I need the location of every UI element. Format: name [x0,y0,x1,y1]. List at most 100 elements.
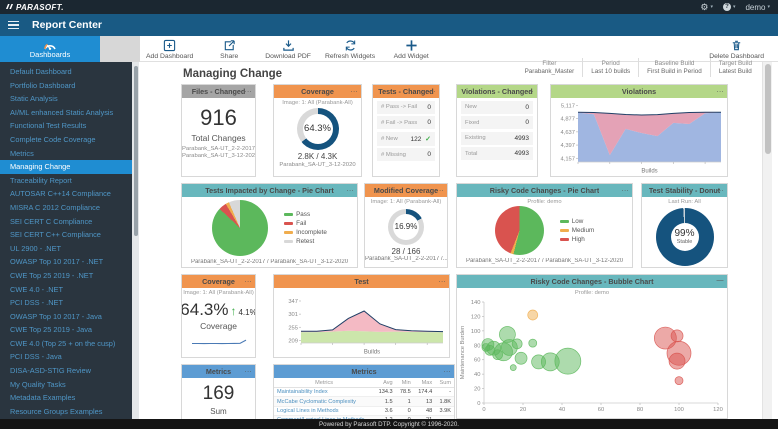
stat-row--pass-fail: # Pass -> Fail 0 [377,100,435,114]
widget-menu-icon[interactable]: ... [346,186,354,193]
sidebar-item-sei-cert-c-compliance[interactable]: SEI CERT C++ Compliance [10,230,101,240]
filter-baseline-build[interactable]: Baseline Build First Build in Period [638,58,710,77]
widget-menu-icon[interactable]: ... [716,87,724,94]
sidebar-item-disa-asd-stig-review[interactable]: DISA-ASD-STIG Review [10,366,91,376]
toolbar-button-label: Download PDF [265,52,311,60]
sidebar-item-portfolio-dashboard[interactable]: Portfolio Dashboard [10,80,76,90]
legend-label: Retest [296,238,315,245]
legend-item-medium[interactable]: Medium [559,227,594,234]
sidebar-item-resource-groups-examples[interactable]: Resource Groups Examples [10,406,103,416]
user-name: demo [745,2,766,12]
widget-menu-icon[interactable]: ... [244,87,252,94]
metrics-sum-value: 169 [202,383,235,404]
stat-label: Total [465,150,478,157]
filter-period[interactable]: Period Last 10 builds [582,58,638,77]
metric-name-link[interactable]: McCabe Cyclomatic Complexity [274,396,375,407]
widget-menu-icon[interactable]: ... [621,186,629,193]
toolbar-refresh-widgets-button[interactable]: Refresh Widgets [325,39,375,60]
sidebar-item-pci-dss-net[interactable]: PCI DSS - .NET [10,298,63,308]
widget-title: Test [354,277,369,286]
filter-target-build[interactable]: Target Build Latest Build [709,58,760,77]
tab-dashboards[interactable]: Dashboards [0,36,100,62]
svg-text:255: 255 [288,325,298,331]
sidebar-item-static-analysis[interactable]: Static Analysis [10,94,58,104]
help-menu[interactable]: ? ▾ [722,3,735,11]
legend-item-pass[interactable]: Pass [284,211,327,218]
stat-value: 0 [525,103,529,111]
widget-title: Tests - Changed [378,87,434,96]
sidebar-scrollbar-track[interactable] [132,62,139,429]
widget-violations-changed: Violations - Changed... New 0 Fixed 0 Existi… [456,84,538,177]
svg-text:40: 40 [559,407,565,413]
toolbar-button-label: Add Dashboard [146,52,194,60]
main-scrollbar-track[interactable] [762,62,772,419]
widget-menu-icon[interactable]: ... [244,277,252,284]
settings-menu[interactable]: ⚙ ▾ [700,2,713,12]
sidebar-item-cwe-top-25-2019-net[interactable]: CWE Top 25 2019 - .NET [10,270,94,280]
widget-menu-icon[interactable]: ... [716,186,724,193]
toolbar-add-dashboard-button[interactable]: Add Dashboard [146,39,193,60]
widget-menu-icon[interactable]: ... [443,367,451,374]
metrics-column-header: Metrics [274,379,375,388]
delete-dashboard-button[interactable]: Delete Dashboard [709,39,764,60]
footer-bar: Powered by Parasoft DTP. Copyright © 199… [0,419,778,429]
delete-dashboard-label: Delete Dashboard [709,53,764,60]
main-scrollbar-thumb[interactable] [764,64,771,154]
coverage-trend-percent: 64.3% [181,299,229,319]
filter-value: Parabank_Master [524,68,575,75]
sidebar-item-default-dashboard[interactable]: Default Dashboard [10,67,72,76]
sidebar-item-functional-test-results[interactable]: Functional Test Results [10,121,87,131]
tests-impacted-pie-chart [212,200,269,256]
sidebar-item-autosar-c-14-compliance[interactable]: AUTOSAR C++14 Compliance [10,189,111,199]
toolbar-add-widget-button[interactable]: Add Widget [389,39,433,60]
sidebar-item-my-quality-tasks[interactable]: My Quality Tasks [10,379,66,389]
sidebar-item-owasp-top-10-2017-net[interactable]: OWASP Top 10 2017 - .NET [10,257,104,267]
widget-menu-icon[interactable]: ... [438,277,446,284]
widget-title: Risky Code Changes - Pie Chart [489,186,600,195]
sidebar-item-owasp-top-10-2017-java[interactable]: OWASP Top 10 2017 - Java [10,311,102,321]
hamburger-menu-icon[interactable] [8,20,19,30]
sidebar-item-sei-cert-c-compliance[interactable]: SEI CERT C Compliance [10,216,93,226]
svg-text:60: 60 [474,357,480,363]
sidebar-scrollbar-thumb[interactable] [133,66,138,236]
sidebar-item-misra-c-2012-compliance[interactable]: MISRA C 2012 Compliance [10,202,100,212]
stat-value: 0 [427,103,431,111]
legend-item-retest[interactable]: Retest [284,238,327,245]
widget-menu-icon[interactable]: ... [350,87,358,94]
widget-title: Files - Changed [191,87,246,96]
sidebar-item-cwe-top-25-2019-java[interactable]: CWE Top 25 2019 - Java [10,325,93,335]
widget-menu-icon[interactable]: — [716,277,724,284]
modified-coverage-donut-chart: 16.9% [388,208,424,245]
legend-item-fail[interactable]: Fail [284,220,327,227]
sidebar-item-complete-code-coverage[interactable]: Complete Code Coverage [10,134,96,144]
metric-name-link[interactable]: Maintainability Index [274,387,375,398]
legend-item-high[interactable]: High [559,236,594,243]
sidebar-item-metrics[interactable]: Metrics [10,148,34,158]
widget-subtitle: Image: 1: All (Parabank-All) [370,198,442,205]
sidebar-item-cwe-4-0-top-25-on-the-cusp-[interactable]: CWE 4.0 (Top 25 + on the cusp) [10,338,116,348]
filter-filter[interactable]: Filter Parabank_Master [517,58,583,77]
toolbar-download-pdf-button[interactable]: Download PDF [265,39,311,60]
widget-title: Coverage [301,87,334,96]
legend-item-incomplete[interactable]: Incomplete [284,229,327,236]
sidebar-item-metadata-examples[interactable]: Metadata Examples [10,393,76,403]
sidebar-item-ul-2900-net[interactable]: UL 2900 - .NET [10,243,62,253]
svg-text:347: 347 [288,299,298,305]
widget-title: Metrics [205,367,232,376]
toolbar-share-button[interactable]: Share [207,39,251,60]
widget-menu-icon[interactable]: ... [244,367,252,374]
widget-menu-icon[interactable]: ... [526,87,534,94]
metric-sum: - [435,387,454,398]
sidebar-item-traceability-report[interactable]: Traceability Report [10,175,72,185]
widget-menu-icon[interactable]: ... [436,186,444,193]
sidebar-item-pci-dss-java[interactable]: PCI DSS - Java [10,352,62,362]
legend-item-low[interactable]: Low [559,218,594,225]
user-menu[interactable]: demo ▾ [745,3,770,12]
sidebar-item-cwe-4-0-net[interactable]: CWE 4.0 - .NET [10,284,63,294]
metric-name-link[interactable]: Logical Lines in Methods [274,406,375,417]
svg-text:80: 80 [637,407,643,413]
sidebar-item-managing-change[interactable]: Managing Change [0,160,132,174]
widget-menu-icon[interactable]: ... [428,87,436,94]
widget-test-stability: Test Stability - Donut... Last Run: All … [641,183,728,268]
sidebar-item-ai-ml-enhanced-static-analysis[interactable]: AI/ML enhanced Static Analysis [10,107,114,117]
